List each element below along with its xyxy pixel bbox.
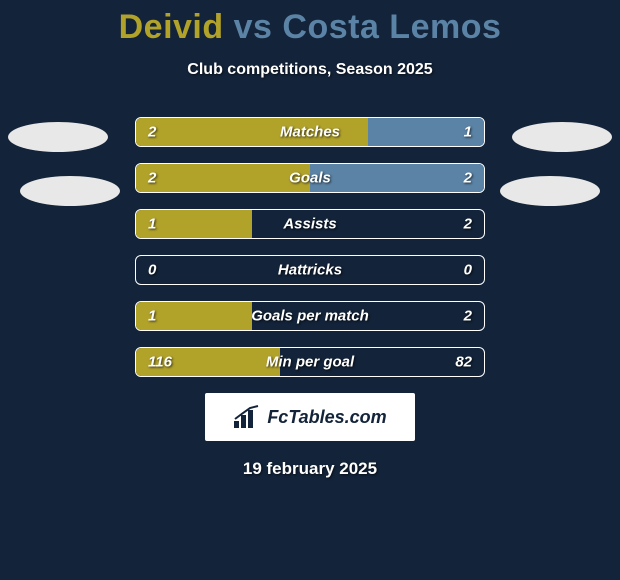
- vs-separator: vs: [234, 8, 273, 46]
- player1-name: Deivid: [119, 8, 224, 46]
- stat-value-right: 2: [464, 308, 472, 325]
- stat-label: Goals: [136, 170, 484, 187]
- fctables-icon: [233, 405, 261, 429]
- branding-text: FcTables.com: [267, 407, 386, 428]
- badge-bottom-left: [20, 176, 120, 206]
- badge-top-left: [8, 122, 108, 152]
- stat-row: 1Goals per match2: [135, 301, 485, 331]
- stats-comparison: 2Matches12Goals21Assists20Hattricks01Goa…: [135, 117, 485, 377]
- stat-row: 0Hattricks0: [135, 255, 485, 285]
- badge-top-right: [512, 122, 612, 152]
- subtitle: Club competitions, Season 2025: [0, 61, 620, 79]
- badge-bottom-right: [500, 176, 600, 206]
- stat-value-right: 0: [464, 262, 472, 279]
- stat-value-right: 82: [455, 354, 472, 371]
- stat-label: Goals per match: [136, 308, 484, 325]
- page-title: Deivid vs Costa Lemos: [0, 0, 620, 47]
- stat-value-right: 2: [464, 170, 472, 187]
- stat-label: Matches: [136, 124, 484, 141]
- stat-label: Hattricks: [136, 262, 484, 279]
- stat-label: Min per goal: [136, 354, 484, 371]
- stat-row: 116Min per goal82: [135, 347, 485, 377]
- date-text: 19 february 2025: [0, 459, 620, 479]
- stat-label: Assists: [136, 216, 484, 233]
- stat-row: 2Matches1: [135, 117, 485, 147]
- stat-row: 1Assists2: [135, 209, 485, 239]
- stat-value-right: 2: [464, 216, 472, 233]
- player2-name: Costa Lemos: [282, 8, 501, 46]
- branding-badge: FcTables.com: [205, 393, 415, 441]
- stat-value-right: 1: [464, 124, 472, 141]
- stat-row: 2Goals2: [135, 163, 485, 193]
